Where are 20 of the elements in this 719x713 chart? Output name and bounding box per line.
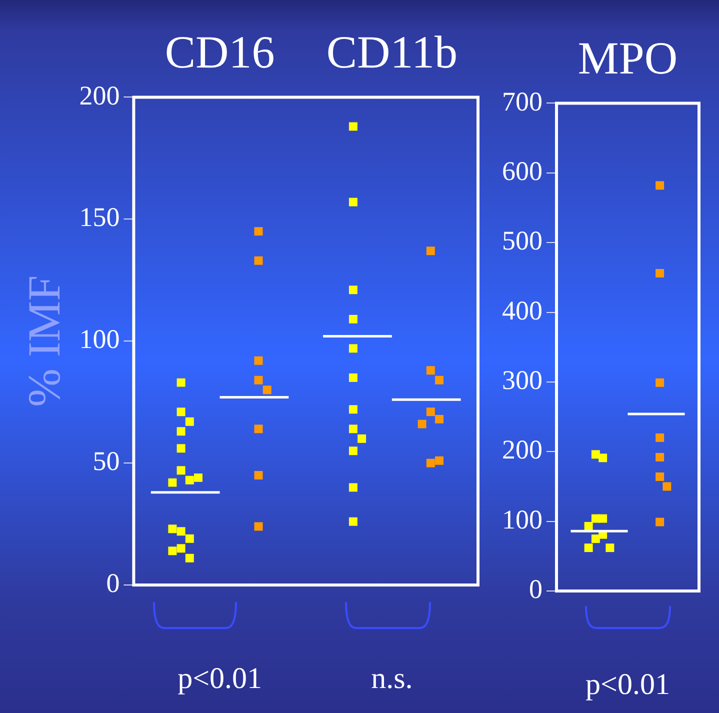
y-tick-label: 200 (79, 80, 120, 110)
y-tick-label: 150 (79, 202, 120, 232)
text: n.s. (371, 662, 413, 695)
y-tick-label: 600 (502, 156, 542, 186)
x-tick-label: CD16 (164, 26, 275, 78)
y-tick-label: 0 (529, 574, 542, 604)
y-tick-label: 700 (502, 86, 542, 116)
y-axis-title: % IMF (18, 275, 70, 407)
x-tick-label: MPO (578, 32, 678, 84)
text: p<0.01 (586, 668, 670, 701)
x-tick-label: CD11b (326, 26, 458, 78)
y-tick-label: 200 (502, 434, 542, 465)
text: p<0.01 (178, 662, 262, 695)
y-tick-label: 400 (502, 295, 542, 326)
y-tick-label: 500 (502, 226, 542, 256)
y-tick-label: 0 (106, 568, 120, 598)
y-tick-label: 50 (92, 446, 120, 476)
y-tick-label: 100 (502, 504, 542, 534)
y-tick-label: 100 (79, 324, 120, 354)
y-tick-label: 300 (502, 365, 542, 396)
